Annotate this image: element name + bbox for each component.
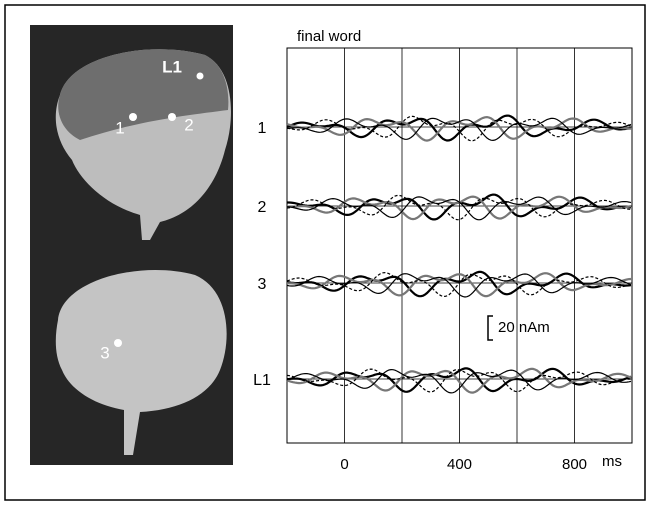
waveform — [286, 367, 632, 394]
waveform — [286, 368, 632, 393]
waveform — [287, 272, 632, 298]
waveform — [286, 368, 632, 394]
source-dot — [168, 113, 176, 121]
row-label: 3 — [258, 276, 267, 293]
brain-panel: L1 1 2 3 — [30, 25, 233, 465]
waveform — [286, 194, 632, 221]
scale-bar-label: 20 nAm — [498, 319, 550, 336]
brain-label: 3 — [100, 343, 109, 362]
plot — [286, 48, 632, 443]
panel-title: final word — [297, 28, 361, 45]
scale-bar — [487, 315, 493, 341]
waveform — [286, 115, 632, 142]
x-tick-label: 0 — [340, 456, 348, 473]
x-tick-label: 800 — [562, 456, 587, 473]
waveform — [286, 196, 632, 221]
brain-label: 1 — [115, 118, 124, 137]
row-label: L1 — [253, 372, 271, 389]
source-dot — [114, 339, 122, 347]
waveform — [286, 117, 632, 142]
waveform — [286, 367, 632, 393]
waveform — [286, 115, 632, 142]
waveform — [286, 273, 632, 298]
waveform — [286, 271, 632, 298]
brain-label: 2 — [184, 115, 193, 134]
row-label: 2 — [258, 199, 267, 216]
row-label: 1 — [258, 120, 267, 137]
x-unit: ms — [602, 453, 622, 470]
waveform — [286, 270, 632, 298]
source-dot — [129, 113, 137, 121]
source-dot — [196, 72, 204, 80]
x-tick-label: 400 — [447, 456, 472, 473]
brain-label: L1 — [162, 57, 182, 76]
brain-top-shaded — [58, 49, 229, 140]
frame — [4, 4, 646, 501]
brain-bottom — [55, 270, 227, 455]
